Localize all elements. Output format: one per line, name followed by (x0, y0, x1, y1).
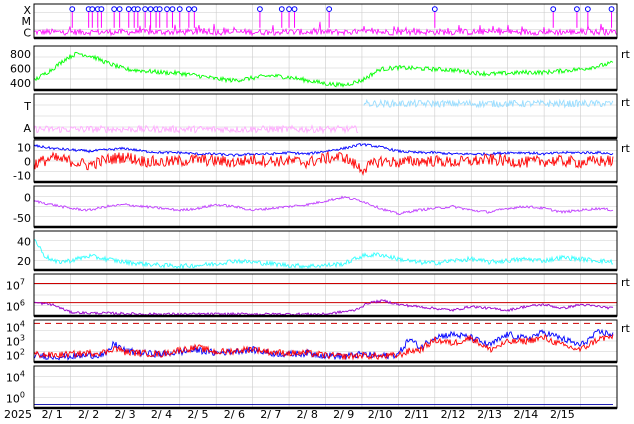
series-line (33, 299, 614, 317)
right-label: rt (621, 142, 631, 155)
panel-wind_speed (33, 51, 614, 88)
y-tick-label: X (23, 4, 31, 17)
flare-marker (147, 6, 154, 13)
y-tick-label: 104 (6, 319, 25, 334)
series-line (34, 239, 614, 270)
flare-marker (69, 6, 76, 13)
y-tick-label: 800 (10, 48, 31, 61)
panel-xray_class_bg (33, 98, 614, 135)
y-tick-label: 102 (6, 347, 25, 362)
right-label: rt (621, 322, 631, 335)
y-tick-label: 100 (6, 391, 25, 406)
y-tick-exponent: 3 (20, 333, 25, 342)
x-tick-label: 2/14 (514, 408, 539, 421)
y-tick-exponent: 4 (20, 370, 25, 379)
right-label: rt (621, 96, 631, 109)
series-line (33, 328, 614, 361)
x-tick-label: 2/15 (550, 408, 575, 421)
y-tick-label: 10 (17, 141, 31, 154)
y-tick-label: -50 (13, 212, 31, 225)
panel-hp (33, 195, 614, 216)
x-tick-label: 2/13 (477, 408, 502, 421)
y-tick-exponent: 4 (20, 319, 25, 328)
series-line (33, 124, 359, 135)
flare-marker (191, 6, 198, 13)
right-label: rt (621, 276, 631, 289)
flare-marker (111, 6, 118, 13)
flare-marker (169, 6, 176, 13)
series (33, 6, 618, 406)
y-tick-label: 600 (10, 62, 31, 75)
series-line (33, 142, 614, 158)
y-tick-label: 107 (6, 278, 25, 293)
panel-bz_bt (33, 142, 614, 177)
x-tick-label: 2/12 (441, 408, 466, 421)
x-tick-label: 2/ 3 (114, 408, 135, 421)
flare-marker (257, 6, 263, 13)
flare-marker (584, 6, 591, 13)
flare-marker (185, 6, 192, 13)
y-tick-label: 0 (24, 155, 31, 168)
y-tick-label: -10 (13, 169, 31, 182)
y-tick-label: 106 (6, 299, 25, 314)
x-tick-label: 2/10 (368, 408, 393, 421)
x-tick-label: 2/ 4 (151, 408, 172, 421)
grid (34, 4, 617, 408)
y-tick-label: 0 (24, 191, 31, 204)
flare-marker (134, 6, 141, 13)
frames (33, 3, 618, 410)
flare-marker (89, 6, 96, 13)
y-tick-label: 104 (6, 370, 25, 385)
flare-marker (278, 6, 285, 13)
y-tick-exponent: 6 (20, 299, 25, 308)
series-line (33, 195, 614, 216)
flare-marker (176, 6, 183, 13)
flare-marker (156, 6, 163, 13)
series-line (33, 51, 614, 88)
flare-marker (98, 6, 105, 13)
y-tick-label: 40 (17, 236, 31, 249)
flare-marker (550, 6, 557, 13)
y-tick-label: 20 (17, 255, 31, 268)
x-tick-label: 2/ 9 (333, 408, 354, 421)
right-label: rt (621, 48, 631, 61)
x-tick-label: 2/ 5 (187, 408, 208, 421)
y-tick-label: M (22, 15, 32, 28)
flare-marker (431, 6, 438, 13)
y-tick-exponent: 7 (20, 278, 25, 287)
flare-marker (326, 6, 333, 13)
x-tick-label: 2/ 6 (224, 408, 245, 421)
flare-marker (291, 6, 298, 13)
flare-marker (164, 6, 170, 13)
series-line (33, 334, 614, 361)
x-tick-label: 2/ 2 (78, 408, 99, 421)
series-line (33, 21, 618, 37)
flare-marker (286, 6, 292, 13)
x-tick-label: 2/ 8 (297, 408, 318, 421)
y-tick-label: T (23, 100, 31, 113)
series-line (33, 151, 614, 177)
y-tick-exponent: 2 (20, 347, 25, 356)
year-label: 2025 (4, 408, 32, 421)
y-tick-label: A (23, 122, 31, 135)
panel-proton (33, 283, 617, 317)
y-tick-exponent: 0 (20, 391, 25, 400)
flare-marker (116, 6, 123, 13)
y-tick-label: 400 (10, 77, 31, 90)
series-line (363, 98, 614, 109)
panel-xray (33, 6, 618, 37)
flare-marker (608, 6, 615, 13)
x-tick-label: 2/11 (404, 408, 429, 421)
labels: XMC800600400rtTArt100-10rt0-504020107106… (6, 4, 631, 421)
x-tick-label: 2/ 7 (260, 408, 281, 421)
y-tick-label: C (23, 26, 31, 39)
panel-kp (34, 239, 614, 270)
x-tick-label: 2/ 1 (42, 408, 63, 421)
flare-marker (574, 6, 580, 13)
y-tick-label: 103 (6, 333, 25, 348)
flare-marker (142, 6, 149, 13)
panel-electron (33, 322, 617, 361)
flare-marker (125, 6, 132, 13)
